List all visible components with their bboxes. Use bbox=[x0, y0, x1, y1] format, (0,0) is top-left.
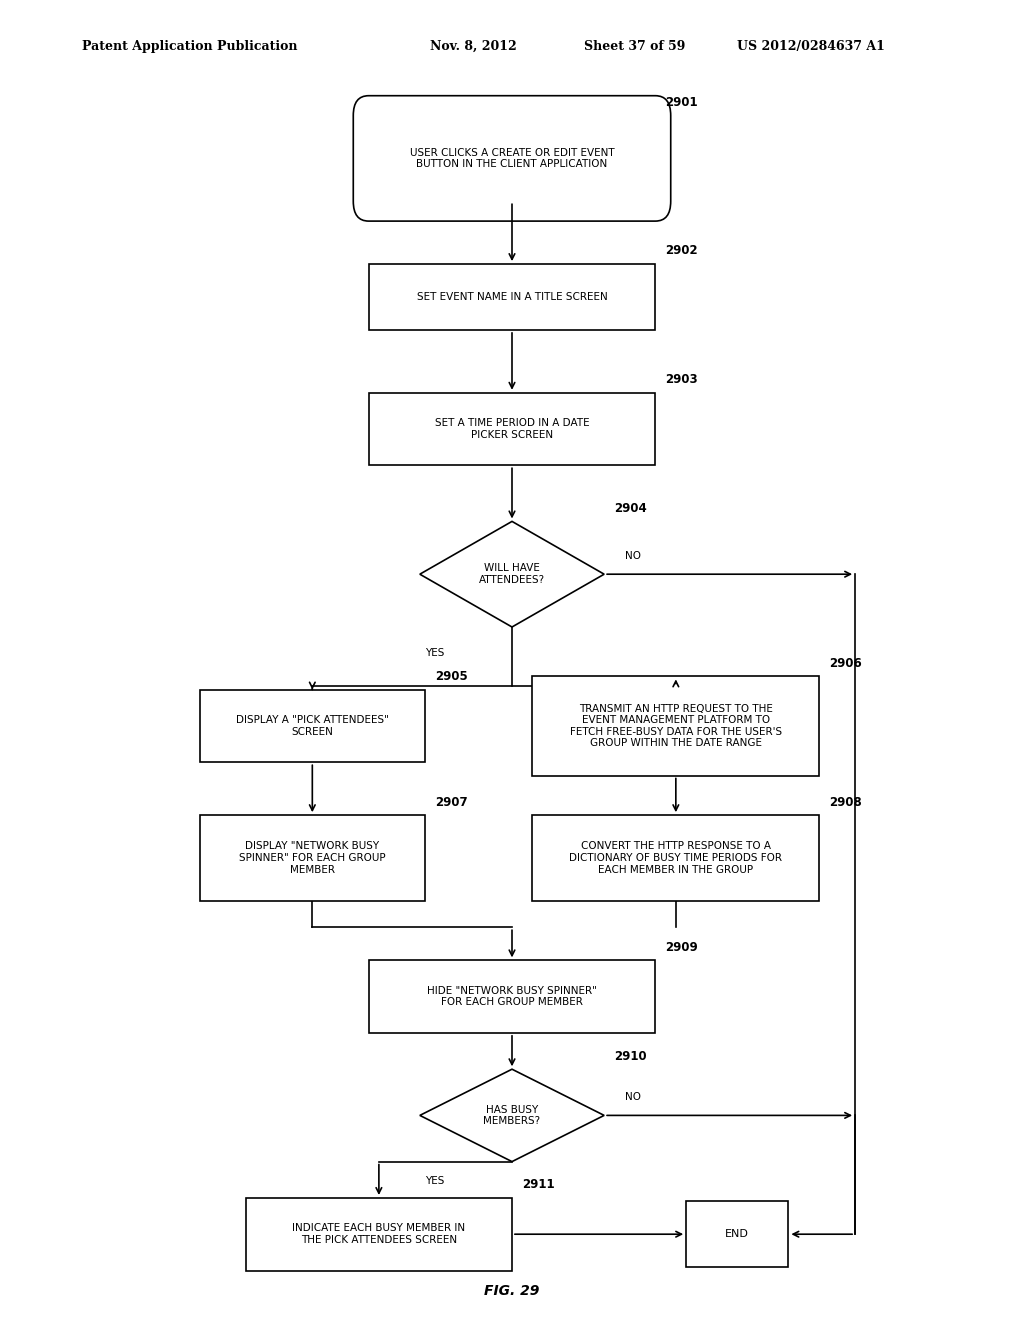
FancyBboxPatch shape bbox=[532, 814, 819, 900]
Text: 2904: 2904 bbox=[614, 502, 647, 515]
Text: 2902: 2902 bbox=[666, 244, 698, 257]
Text: 2909: 2909 bbox=[666, 941, 698, 953]
FancyBboxPatch shape bbox=[686, 1201, 788, 1267]
Text: SET EVENT NAME IN A TITLE SCREEN: SET EVENT NAME IN A TITLE SCREEN bbox=[417, 292, 607, 302]
Text: INDICATE EACH BUSY MEMBER IN
THE PICK ATTENDEES SCREEN: INDICATE EACH BUSY MEMBER IN THE PICK AT… bbox=[292, 1224, 466, 1245]
Text: YES: YES bbox=[426, 648, 444, 659]
Text: Patent Application Publication: Patent Application Publication bbox=[82, 40, 297, 53]
Text: USER CLICKS A CREATE OR EDIT EVENT
BUTTON IN THE CLIENT APPLICATION: USER CLICKS A CREATE OR EDIT EVENT BUTTO… bbox=[410, 148, 614, 169]
FancyBboxPatch shape bbox=[369, 264, 655, 330]
Text: US 2012/0284637 A1: US 2012/0284637 A1 bbox=[737, 40, 885, 53]
Text: DISPLAY A "PICK ATTENDEES"
SCREEN: DISPLAY A "PICK ATTENDEES" SCREEN bbox=[236, 715, 389, 737]
Text: WILL HAVE
ATTENDEES?: WILL HAVE ATTENDEES? bbox=[479, 564, 545, 585]
Text: TRANSMIT AN HTTP REQUEST TO THE
EVENT MANAGEMENT PLATFORM TO
FETCH FREE-BUSY DAT: TRANSMIT AN HTTP REQUEST TO THE EVENT MA… bbox=[569, 704, 782, 748]
Text: NO: NO bbox=[625, 1092, 641, 1102]
FancyBboxPatch shape bbox=[369, 392, 655, 465]
Text: SET A TIME PERIOD IN A DATE
PICKER SCREEN: SET A TIME PERIOD IN A DATE PICKER SCREE… bbox=[434, 418, 590, 440]
Text: 2906: 2906 bbox=[829, 657, 862, 671]
Polygon shape bbox=[420, 521, 604, 627]
FancyBboxPatch shape bbox=[200, 689, 425, 763]
Text: 2901: 2901 bbox=[666, 96, 698, 110]
Text: HIDE "NETWORK BUSY SPINNER"
FOR EACH GROUP MEMBER: HIDE "NETWORK BUSY SPINNER" FOR EACH GRO… bbox=[427, 986, 597, 1007]
FancyBboxPatch shape bbox=[246, 1199, 512, 1270]
Text: HAS BUSY
MEMBERS?: HAS BUSY MEMBERS? bbox=[483, 1105, 541, 1126]
FancyBboxPatch shape bbox=[353, 96, 671, 220]
Text: 2905: 2905 bbox=[435, 671, 468, 682]
Text: 2911: 2911 bbox=[522, 1179, 555, 1191]
Text: 2907: 2907 bbox=[435, 796, 468, 808]
Text: FIG. 29: FIG. 29 bbox=[484, 1284, 540, 1298]
FancyBboxPatch shape bbox=[200, 814, 425, 900]
FancyBboxPatch shape bbox=[369, 961, 655, 1032]
Polygon shape bbox=[420, 1069, 604, 1162]
Text: 2910: 2910 bbox=[614, 1049, 647, 1063]
Text: Sheet 37 of 59: Sheet 37 of 59 bbox=[584, 40, 685, 53]
Text: END: END bbox=[725, 1229, 750, 1239]
FancyBboxPatch shape bbox=[532, 676, 819, 776]
Text: 2908: 2908 bbox=[829, 796, 862, 808]
Text: DISPLAY "NETWORK BUSY
SPINNER" FOR EACH GROUP
MEMBER: DISPLAY "NETWORK BUSY SPINNER" FOR EACH … bbox=[239, 841, 386, 875]
Text: NO: NO bbox=[625, 550, 641, 561]
Text: CONVERT THE HTTP RESPONSE TO A
DICTIONARY OF BUSY TIME PERIODS FOR
EACH MEMBER I: CONVERT THE HTTP RESPONSE TO A DICTIONAR… bbox=[569, 841, 782, 875]
Text: YES: YES bbox=[426, 1176, 444, 1187]
Text: 2903: 2903 bbox=[666, 374, 698, 385]
Text: Nov. 8, 2012: Nov. 8, 2012 bbox=[430, 40, 517, 53]
